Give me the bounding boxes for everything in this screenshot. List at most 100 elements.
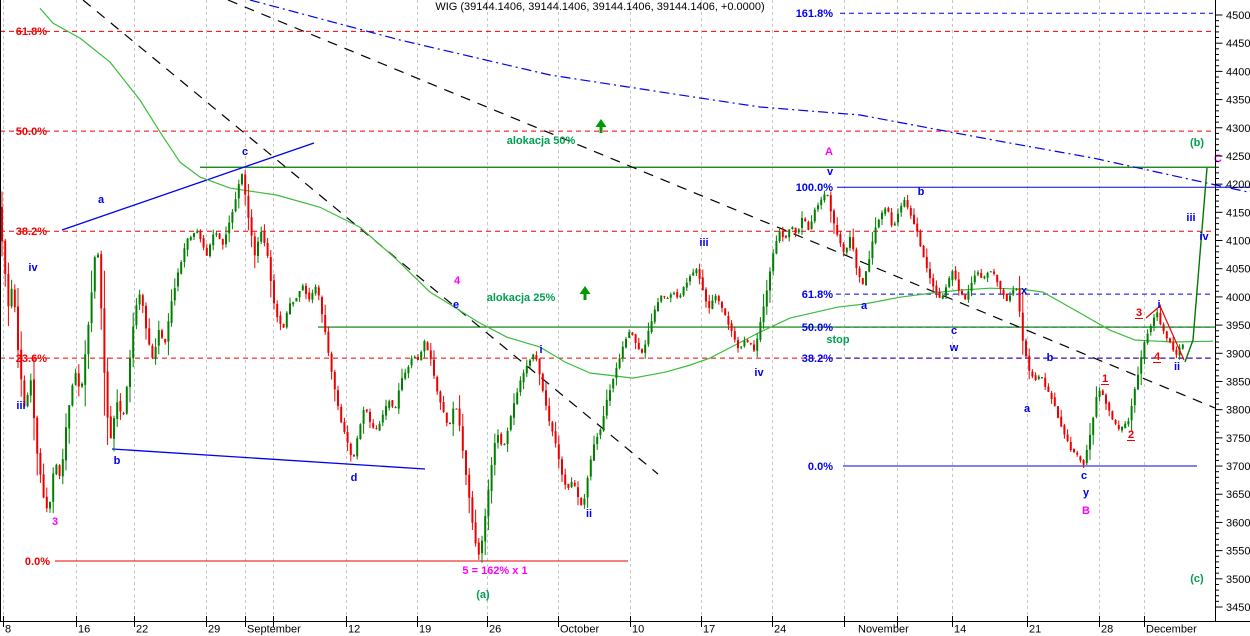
annotation-label: 4 <box>1154 351 1161 363</box>
allocation-up-arrows <box>579 119 607 300</box>
x-axis: 8 16 22 29 September 12 19 26 October 10 17 24 Novem… <box>3 616 1197 636</box>
annotation-label: (c) <box>1190 573 1204 585</box>
annotation-label: iii <box>1186 212 1195 224</box>
annotation-label: b <box>918 186 925 198</box>
red-wave-projection <box>1145 305 1185 361</box>
annotation-label: e <box>453 299 459 311</box>
y-axis-tick-label: 44500 <box>1226 38 1250 50</box>
up-arrow-icon <box>595 119 607 133</box>
x-axis-date-label: 29 <box>208 624 220 636</box>
y-axis-tick-label: 37000 <box>1226 461 1250 473</box>
candlesticks <box>1 170 1184 563</box>
annotation-label: alokacja 25% <box>487 292 556 304</box>
annotation-label: c <box>242 146 248 158</box>
annotation-label: iv <box>28 262 38 274</box>
annotation-label: stop <box>826 334 850 346</box>
annotation-label: a <box>98 194 105 206</box>
y-axis-tick-label: 44000 <box>1226 66 1250 78</box>
green-wave-projection <box>1184 167 1208 363</box>
annotation-label: A <box>825 146 833 158</box>
annotation-label: B <box>1082 505 1090 517</box>
y-axis-tick-label: 41000 <box>1226 236 1250 248</box>
x-axis-date-label: December <box>1146 624 1197 636</box>
annotation-label: 3 <box>1136 307 1142 319</box>
annotation-label: 0.0% <box>808 461 833 473</box>
fib-retracement-blue <box>836 12 1250 467</box>
annotation-label: c <box>951 325 957 337</box>
annotation-label: 1 <box>1102 373 1108 385</box>
x-axis-date-label: 12 <box>348 624 360 636</box>
y-axis-tick-label: 36000 <box>1226 517 1250 529</box>
axes <box>0 0 1250 622</box>
y-axis-tick-label: 39000 <box>1226 348 1250 360</box>
annotation-label: a <box>861 300 868 312</box>
y-axis-tick-label: 43500 <box>1226 95 1250 107</box>
annotation-label: i <box>539 344 542 356</box>
x-axis-date-label: 19 <box>419 624 431 636</box>
y-axis-tick-label: 38500 <box>1226 376 1250 388</box>
annotation-label: (b) <box>1190 137 1204 149</box>
y-axis-tick-label: 38000 <box>1226 405 1250 417</box>
allocation-level-lines <box>200 166 1215 328</box>
x-axis-date-label: 22 <box>136 624 148 636</box>
x-axis-date-label: 10 <box>632 624 644 636</box>
x-axis-date-label: 14 <box>954 624 966 636</box>
y-axis-tick-label: 40000 <box>1226 292 1250 304</box>
x-axis-date-label: 17 <box>703 624 715 636</box>
annotation-label: 3 <box>52 516 58 528</box>
annotation-label: 0.0% <box>25 556 50 568</box>
moving-average-line <box>39 7 1214 379</box>
x-axis-date-label: November <box>858 624 909 636</box>
wave-and-fib-labels: 61.8% 50.0% 38.2% 23.6% 0.0% 161.8% 100.0% 61.8… <box>16 8 1222 601</box>
annotation-label: 2 <box>1128 429 1134 441</box>
annotation-label: iii <box>699 237 708 249</box>
annotation-label: 5 = 162% x 1 <box>462 565 527 577</box>
x-axis-date-label: September <box>247 624 301 636</box>
y-axis-tick-label: 34500 <box>1226 602 1250 614</box>
blue-dashdot-trendline <box>249 0 1249 193</box>
x-axis-date-label: 21 <box>1029 624 1041 636</box>
annotation-label: b <box>1047 352 1054 364</box>
x-axis-date-label: 16 <box>78 624 90 636</box>
annotation-label: 23.6% <box>16 353 47 365</box>
x-axis-date-label: October <box>560 624 599 636</box>
annotation-label: w <box>949 342 959 354</box>
annotation-label: b <box>114 455 121 467</box>
annotation-label: 38.2% <box>802 353 833 365</box>
y-axis-tick-label: 41500 <box>1226 207 1250 219</box>
annotation-label: a <box>1024 403 1031 415</box>
annotation-label: 4 <box>454 275 461 287</box>
y-axis-tick-label: 37500 <box>1226 433 1250 445</box>
y-axis-tick-label: 45000 <box>1226 10 1250 22</box>
y-axis-tick-label: 43000 <box>1226 123 1250 135</box>
annotation-label: (a) <box>476 589 490 601</box>
annotation-label: iv <box>1199 231 1209 243</box>
annotation-label: ii <box>586 508 592 520</box>
y-axis-tick-label: 35000 <box>1226 574 1250 586</box>
annotation-label: iii <box>16 400 25 412</box>
annotation-label: 50.0% <box>802 322 833 334</box>
annotation-label: 61.8% <box>16 26 47 38</box>
annotation-label: x <box>1021 285 1028 297</box>
y-axis-tick-label: 42500 <box>1226 151 1250 163</box>
x-axis-date-label: 24 <box>774 624 786 636</box>
black-dashed-trendlines <box>82 0 1216 475</box>
annotation-label: i <box>1157 299 1160 311</box>
annotation-label: y <box>1083 487 1090 499</box>
annotation-label: iv <box>754 367 764 379</box>
annotation-label: v <box>827 166 834 178</box>
annotation-label: 61.8% <box>802 289 833 301</box>
y-axis-tick-label: 39500 <box>1226 320 1250 332</box>
annotation-label: c <box>1081 470 1087 482</box>
fib-retracement-red <box>0 30 1213 562</box>
y-axis-tick-label: 40500 <box>1226 264 1250 276</box>
x-axis-date-label: 8 <box>5 624 11 636</box>
annotation-label: ii <box>1174 361 1180 373</box>
chart-title: WIG (39144.1406, 39144.1406, 39144.1406,… <box>435 1 765 13</box>
annotation-label: 161.8% <box>796 8 834 20</box>
annotation-label: alokacja 50% <box>507 135 576 147</box>
x-axis-date-label: 26 <box>489 624 501 636</box>
y-axis: 34500 35000 35500 36000 36500 37000 37500 38000… <box>1215 10 1250 614</box>
